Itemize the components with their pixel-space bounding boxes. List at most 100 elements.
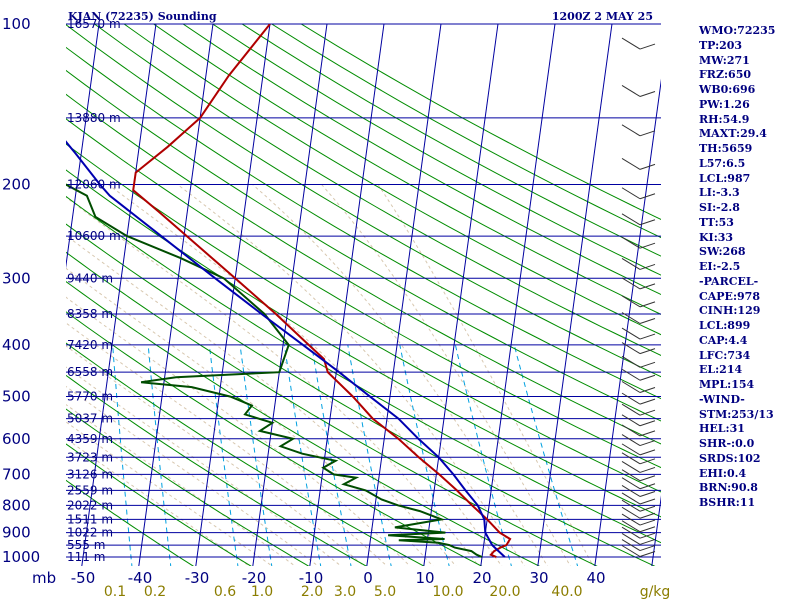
wind-barb-icon <box>621 312 641 324</box>
chart-title-time: 1200Z 2 MAY 25 <box>552 10 653 23</box>
height-label: 1511 m <box>67 512 113 526</box>
height-label: 7420 m <box>67 338 113 352</box>
pressure-unit-label: mb <box>32 569 56 587</box>
index-item: HEL:31 <box>699 422 745 436</box>
mixing-ratio-label: 0.2 <box>144 584 166 600</box>
index-item: CAP:4.4 <box>699 333 748 347</box>
mixing-ratio-label: 2.0 <box>301 584 323 600</box>
height-label: 9440 m <box>67 271 113 285</box>
dry-adiabat-line <box>182 24 661 296</box>
wind-barb-icon <box>639 420 656 427</box>
index-item: CINH:129 <box>699 304 761 318</box>
pressure-tick-label: 600 <box>2 430 31 448</box>
wind-barb-icon <box>639 333 656 340</box>
wind-barb-icon <box>639 318 656 324</box>
wind-barb-icon <box>639 551 656 557</box>
wind-barb-icon <box>621 295 641 308</box>
wind-barb-icon <box>639 263 656 270</box>
moist-adiabat-line <box>252 184 549 566</box>
wind-barb-icon <box>621 213 641 226</box>
wind-barb-icon <box>621 368 641 381</box>
wind-barb-icon <box>639 43 656 50</box>
wind-barb-icon <box>639 163 656 170</box>
wind-barb-icon <box>621 392 641 405</box>
dry-adiabat-line <box>66 342 425 566</box>
height-label: 2559 m <box>67 483 113 497</box>
wind-barb-icon <box>621 492 641 505</box>
parcel-trace <box>66 140 506 558</box>
wind-barb-icon <box>639 466 656 473</box>
wind-barb-icon <box>639 387 656 393</box>
isotherms <box>66 24 661 566</box>
wind-barb-icon <box>639 409 656 416</box>
wind-barb-icon <box>621 414 641 427</box>
index-item: EI:-2.5 <box>699 260 741 273</box>
index-item: BSHR:11 <box>699 496 756 509</box>
temp-tick-label: -30 <box>185 569 210 587</box>
mixing-ratio-label: 40.0 <box>551 584 582 600</box>
height-label: 3723 m <box>67 450 113 464</box>
moist-adiabat-line <box>66 385 319 566</box>
dry-adiabat-line <box>66 408 310 566</box>
wind-barb-icon <box>621 37 641 50</box>
mixing-ratio-label: 0.1 <box>104 584 126 600</box>
height-label: 13880 m <box>67 111 121 125</box>
temp-tick-label: 0 <box>363 569 373 587</box>
wind-barb-icon <box>621 355 641 368</box>
height-label: 555 m <box>67 538 105 552</box>
wind-barb-icon <box>621 85 641 97</box>
wind-barb-icon <box>639 301 656 308</box>
wind-barb-icon <box>639 193 656 200</box>
temp-tick-label: 40 <box>586 569 605 587</box>
wind-barb-icon <box>639 90 656 97</box>
wind-barb-icon <box>621 124 641 137</box>
temperature-trace <box>132 24 512 558</box>
pressure-tick-label: 100 <box>2 15 31 33</box>
index-item: MW:271 <box>699 53 750 67</box>
wind-barb-icon <box>639 545 656 552</box>
index-item: SHR-:0.0 <box>699 437 755 450</box>
wind-barb-icon <box>639 532 656 539</box>
wind-barb-icon <box>621 452 641 465</box>
isobars <box>66 23 661 558</box>
wind-barb-icon <box>621 327 641 340</box>
wind-barb-icon <box>621 539 641 551</box>
wind-barb-icon <box>621 424 641 437</box>
index-item: L57:6.5 <box>699 156 746 170</box>
dry-adiabat-line <box>66 118 661 469</box>
index-item: CAPE:978 <box>699 289 760 303</box>
index-item: MPL:154 <box>699 378 755 391</box>
wind-barb-icon <box>639 505 656 512</box>
index-item: TT:53 <box>699 215 734 229</box>
wind-barbs <box>621 37 656 557</box>
dry-adiabat-line <box>66 143 661 493</box>
pressure-tick-label: 500 <box>2 388 31 406</box>
index-item: SW:268 <box>699 245 746 259</box>
chart-title-station: KJAN (72235) Sounding <box>68 10 217 23</box>
index-item: LCL:987 <box>699 171 751 185</box>
wind-barb-icon <box>621 469 641 482</box>
index-item: -WIND- <box>699 392 745 406</box>
wind-barb-icon <box>621 526 641 539</box>
temp-tick-label: 10 <box>415 569 434 587</box>
wind-barb-icon <box>621 520 641 533</box>
wind-barb-icon <box>639 498 656 505</box>
height-label: 1022 m <box>67 526 113 540</box>
dry-adiabat-line <box>66 251 598 566</box>
index-item: TH:5659 <box>699 142 753 155</box>
temp-tick-label: -40 <box>128 569 153 587</box>
wind-barb-icon <box>621 477 641 490</box>
dry-adiabat-line <box>212 24 661 276</box>
dewpoint-trace <box>66 183 483 558</box>
dry-adiabats <box>66 24 661 566</box>
index-item: SI:-2.8 <box>699 201 740 214</box>
wind-barb-icon <box>621 342 641 355</box>
index-item: FRZ:650 <box>699 68 752 82</box>
index-item: SRDS:102 <box>699 451 761 465</box>
sounding-traces <box>66 24 512 558</box>
wind-barb-icon <box>639 348 656 355</box>
dry-adiabat-line <box>66 46 661 400</box>
mixing-ratio-label: 20.0 <box>489 584 520 600</box>
wind-barb-icon <box>621 187 641 200</box>
